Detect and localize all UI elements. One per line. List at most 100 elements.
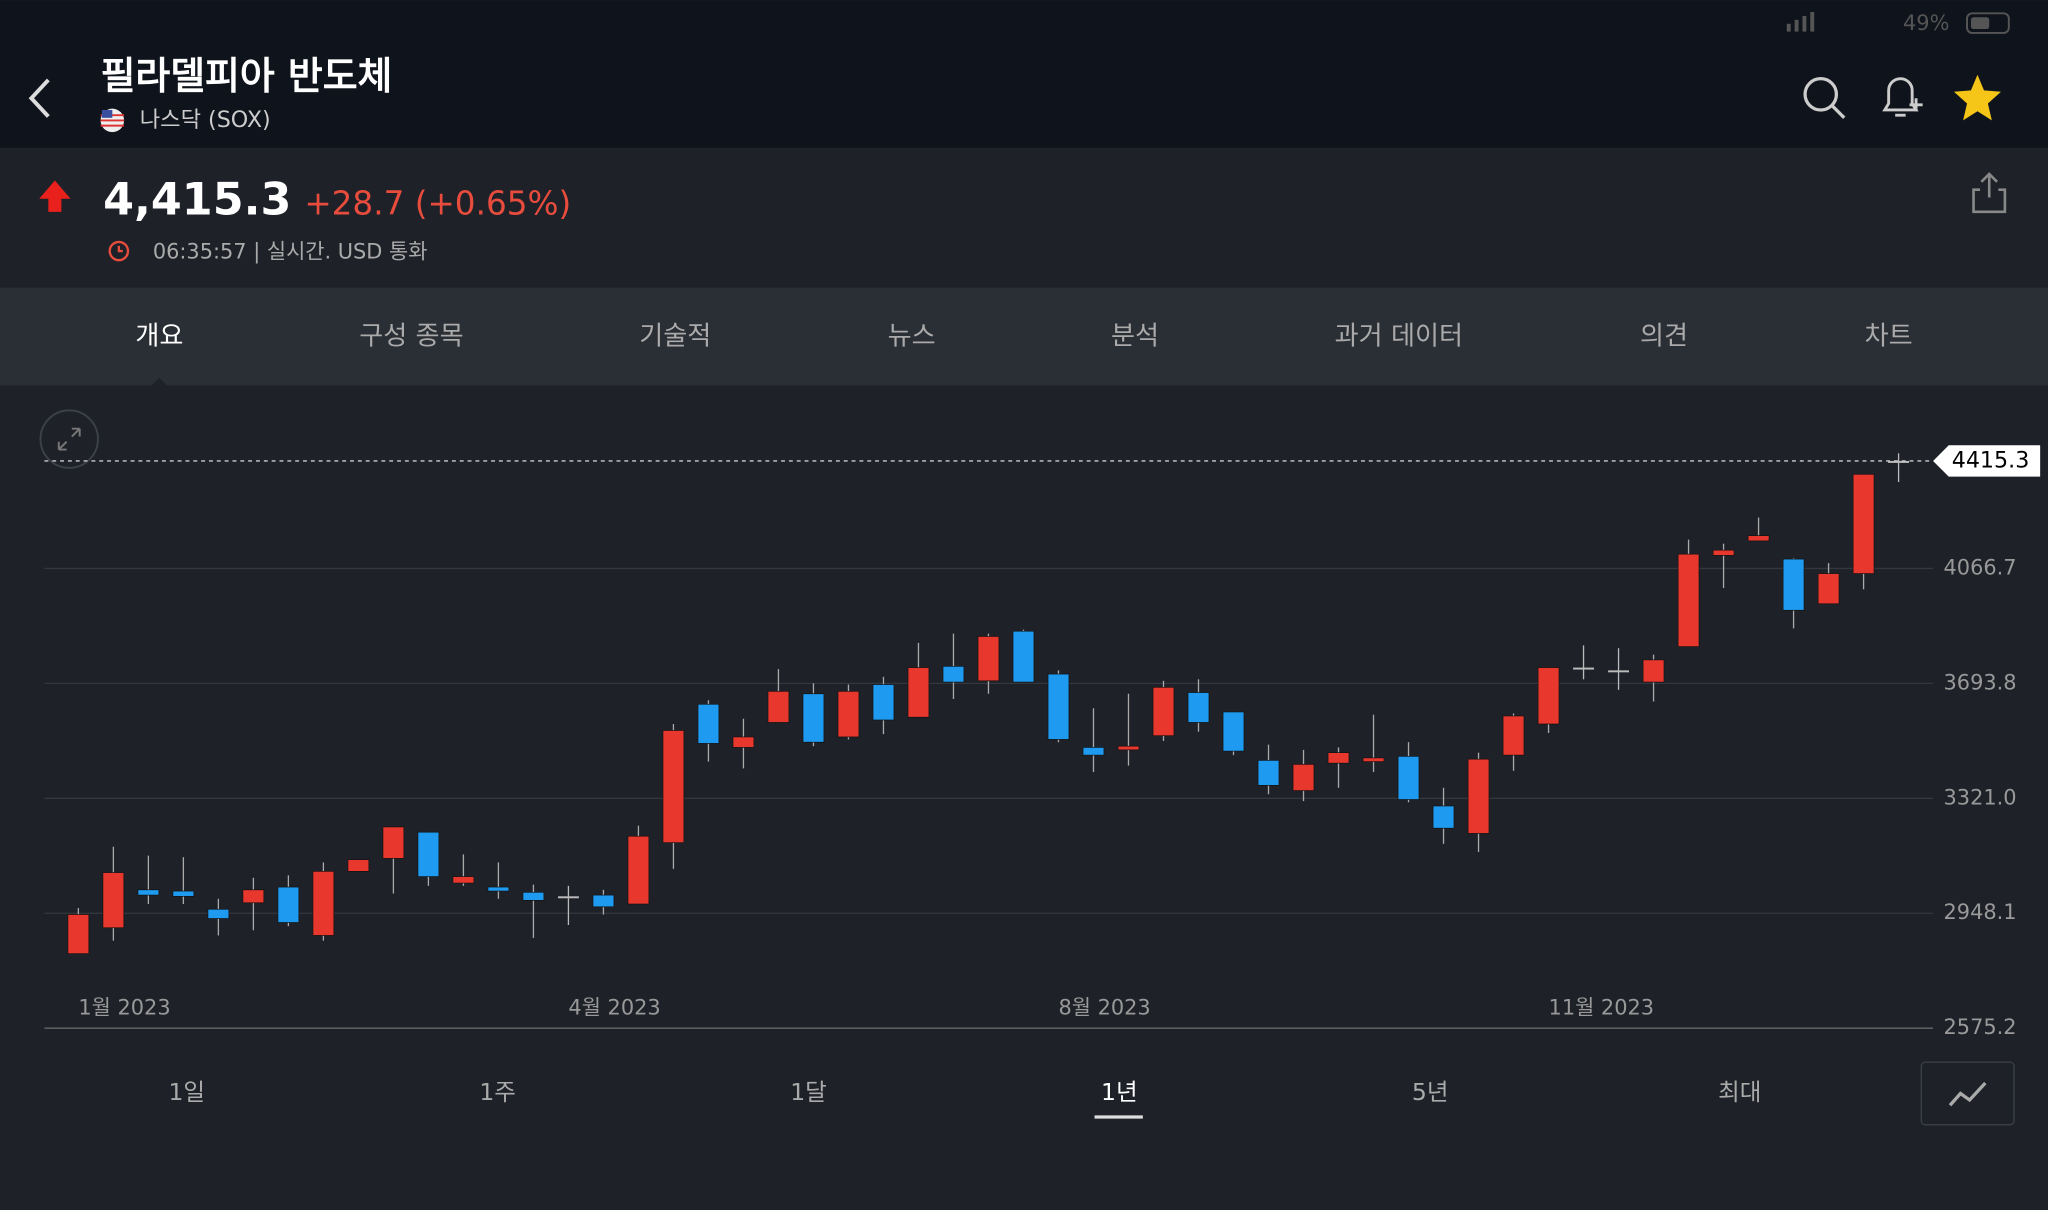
candle-body xyxy=(172,890,195,897)
expand-button[interactable] xyxy=(39,409,99,469)
title: 필라델피아 반도체 xyxy=(101,54,393,98)
candle-body xyxy=(1782,558,1805,611)
y-tick-label: 3321.0 xyxy=(1944,785,2017,809)
candle-body xyxy=(662,730,685,844)
status-bar: 49% xyxy=(1786,11,2010,35)
tab[interactable]: 분석 xyxy=(1111,322,1159,352)
candle-body xyxy=(1117,745,1140,751)
candle-body xyxy=(732,736,755,748)
candle-body xyxy=(942,666,965,683)
candle-body xyxy=(1642,659,1665,683)
candle-body xyxy=(207,908,230,919)
candle-body xyxy=(1292,764,1315,791)
candle-body xyxy=(1712,549,1735,556)
tab[interactable]: 개요 xyxy=(135,322,183,352)
tab[interactable]: 과거 데이터 xyxy=(1335,322,1463,352)
candle-body xyxy=(627,835,650,905)
x-tick-label: 4월 2023 xyxy=(568,996,660,1020)
price: 4,415.3 xyxy=(103,175,291,226)
candle-body xyxy=(872,684,895,721)
clock-icon xyxy=(108,240,130,262)
subtitle: 나스닥 (SOX) xyxy=(140,107,271,133)
candle-body xyxy=(1222,711,1245,752)
candle-body xyxy=(312,871,335,936)
range-button[interactable]: 1년 xyxy=(1101,1078,1138,1106)
candle-body xyxy=(1047,673,1070,740)
candle-body xyxy=(277,886,300,923)
y-tick-label: 2575.2 xyxy=(1944,1015,2017,1039)
range-button[interactable]: 최대 xyxy=(1718,1078,1761,1106)
back-button[interactable] xyxy=(28,78,50,118)
tab-indicator xyxy=(151,377,168,386)
candle-body xyxy=(767,690,790,723)
range-button[interactable]: 1일 xyxy=(168,1078,205,1106)
candle-body xyxy=(1608,670,1629,673)
candle-body xyxy=(1432,805,1455,829)
y-tick-label: 3693.8 xyxy=(1944,670,2017,694)
x-tick-label: 1월 2023 xyxy=(78,996,170,1020)
candle-body xyxy=(1012,630,1035,683)
candle-body xyxy=(697,703,720,744)
candle-body xyxy=(802,693,825,743)
up-arrow xyxy=(39,180,71,212)
candle-body xyxy=(487,886,510,892)
chart-type-button[interactable] xyxy=(1920,1061,2015,1126)
candle-body xyxy=(977,636,1000,682)
candle-body xyxy=(347,859,370,872)
candle-body xyxy=(1187,692,1210,723)
y-tick-label: 2948.1 xyxy=(1944,900,2017,924)
candle-body xyxy=(907,667,930,718)
alert-button[interactable] xyxy=(1882,77,1923,117)
favorite-button[interactable] xyxy=(1953,74,2001,121)
candle-body xyxy=(1817,573,1840,605)
y-tick-label: 4066.7 xyxy=(1944,555,2017,579)
candle-body xyxy=(1537,667,1560,725)
candle-body xyxy=(1502,715,1525,756)
x-tick-label: 8월 2023 xyxy=(1058,996,1150,1020)
candle-body xyxy=(1467,758,1490,834)
candle-body xyxy=(382,826,405,859)
candle-body xyxy=(242,889,265,904)
header-bg xyxy=(0,0,2048,148)
candle-body xyxy=(1747,535,1770,542)
tab[interactable]: 기술적 xyxy=(639,322,711,352)
x-tick-label: 11월 2023 xyxy=(1549,996,1655,1020)
candle-body xyxy=(837,690,860,738)
last-price-tag xyxy=(1933,445,2041,477)
battery-text: 49% xyxy=(1903,11,1949,35)
candle-body xyxy=(1327,752,1350,764)
candle-body xyxy=(137,889,160,896)
candle-body xyxy=(102,872,125,929)
candle-body xyxy=(1082,747,1105,756)
candle-body xyxy=(417,831,440,877)
candle-body xyxy=(557,896,579,899)
candle-body xyxy=(1257,760,1280,786)
candle-body xyxy=(67,914,90,954)
candle-body xyxy=(592,894,615,908)
tab[interactable]: 차트 xyxy=(1865,322,1913,352)
candle-body xyxy=(1362,757,1385,762)
tab[interactable]: 구성 종목 xyxy=(359,322,463,352)
candle-body xyxy=(1888,460,1910,463)
candle-body xyxy=(1677,553,1700,647)
candle-body xyxy=(1152,686,1175,737)
share-button[interactable] xyxy=(1972,172,2007,214)
quote-time: 06:35:57 | 실시간. USD 통화 xyxy=(153,239,428,264)
candle-body xyxy=(1397,756,1420,800)
last-price-label: 4415.3 xyxy=(1952,447,2030,473)
tab[interactable]: 뉴스 xyxy=(888,322,936,352)
candle-body xyxy=(1573,667,1594,670)
range-button[interactable]: 1주 xyxy=(479,1078,516,1106)
range-button[interactable]: 1달 xyxy=(790,1078,827,1106)
price-change: +28.7 (+0.65%) xyxy=(304,184,571,222)
quote-bg xyxy=(0,147,2048,288)
range-button[interactable]: 5년 xyxy=(1412,1078,1449,1106)
search-button[interactable] xyxy=(1803,76,1846,119)
candle-body xyxy=(522,891,545,901)
tab[interactable]: 의견 xyxy=(1640,322,1688,352)
candle-body xyxy=(452,876,475,884)
candle-body xyxy=(1852,473,1875,574)
flag-canton xyxy=(101,109,113,118)
